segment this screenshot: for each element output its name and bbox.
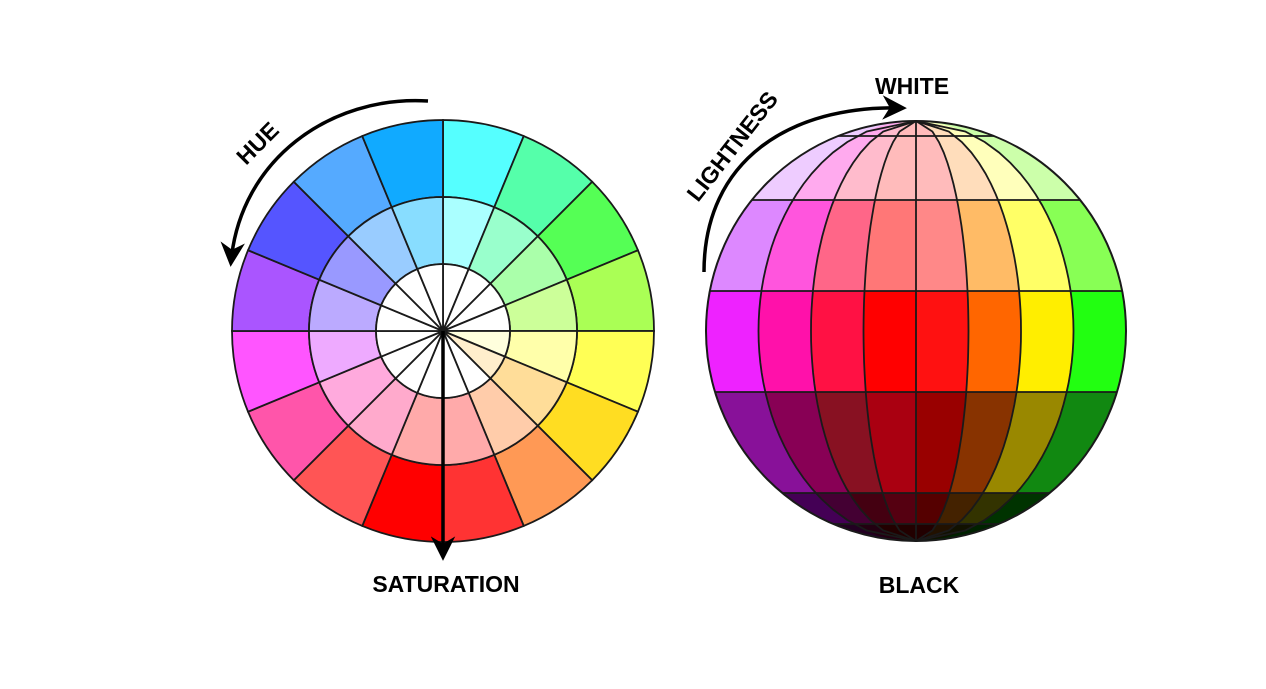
hue-wheel-inner-segment [416,263,444,332]
white-label: WHITE [875,73,949,99]
sphere-meridian-line [810,120,917,542]
black-label: BLACK [879,572,960,598]
sphere-outline [705,120,1127,542]
saturation-label: SATURATION [372,571,519,597]
sphere-cell [810,290,867,393]
sphere-meridian-line [862,120,917,542]
sphere-cell [758,290,816,393]
hue-saturation-wheel [231,119,655,543]
sphere-cell [863,290,917,393]
sphere-meridian-line [757,120,917,542]
sphere-meridian-line [915,120,1022,542]
sphere-cell [1016,290,1074,393]
sphere-cell [1066,290,1127,393]
sphere-cell [705,290,766,393]
lightness-sphere [705,120,1127,542]
sphere-meridian-line [915,120,1075,542]
sphere-cell [915,290,969,393]
hue-arrow [220,98,429,267]
sphere-meridian-line [915,120,970,542]
lightness-arrow [702,95,907,273]
sphere-cell [965,290,1022,393]
